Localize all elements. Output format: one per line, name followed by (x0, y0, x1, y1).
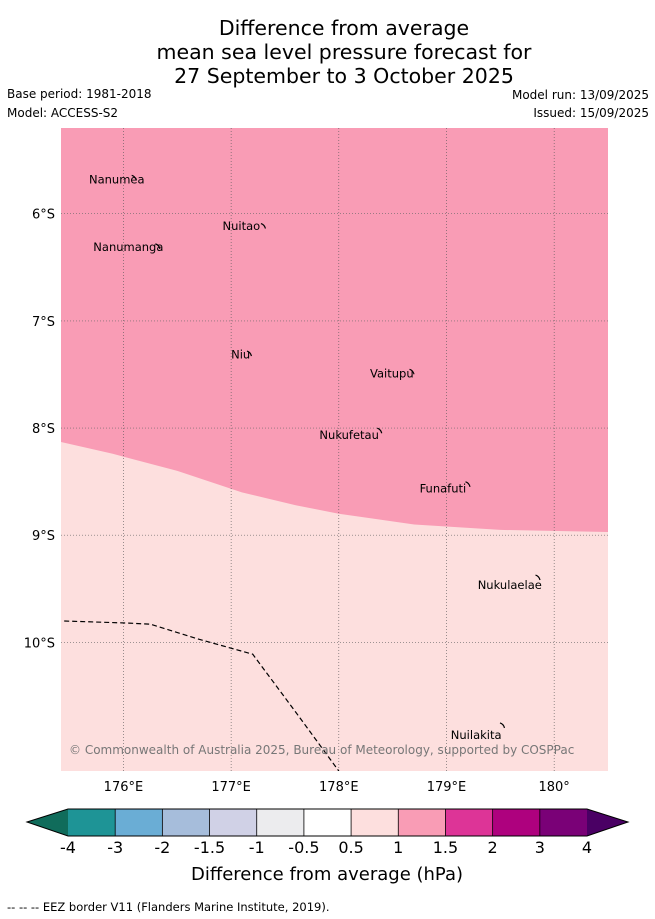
island-label: Nanumanga (93, 240, 163, 254)
island-label: Nukufetau (319, 428, 378, 442)
island-shape (465, 481, 471, 487)
colorbar-swatch (162, 809, 211, 836)
colorbar-swatch (209, 809, 258, 836)
colorbar-tick-label: -3 (107, 838, 123, 857)
latitude-tick-label: 9°S (32, 529, 55, 544)
island-label: Nuilakita (451, 728, 502, 742)
colorbar-tick-label: 3 (535, 838, 545, 857)
colorbar-swatch (351, 809, 399, 836)
island-shape (246, 350, 253, 357)
colorbar-tick-label: -2 (154, 838, 170, 857)
latitude-labels: 6°S 7°S 8°S 9°S 10°S (24, 208, 55, 652)
graticule (61, 128, 608, 771)
island: Nuilakita (451, 722, 506, 742)
model-run-label: Model run: 13/09/2025 (511, 88, 649, 102)
latitude-tick-label: 8°S (32, 422, 55, 437)
issued-label: Issued: 15/09/2025 (533, 106, 649, 120)
island-label: Niu (231, 347, 250, 361)
island-shape (535, 574, 541, 581)
island: Nukufetau (319, 427, 383, 442)
island-shape (377, 427, 383, 434)
island: Niu (231, 347, 253, 361)
colorbar-swatches (68, 809, 588, 836)
island-label: Nanumea (89, 173, 145, 187)
longitude-tick-label: 180° (538, 780, 569, 795)
colorbar-swatch (256, 809, 305, 836)
title-line-1: Difference from average (218, 16, 470, 40)
colorbar-tick-label: 2 (488, 838, 498, 857)
title-line-2: mean sea level pressure forecast for (156, 40, 532, 64)
title-line-3: 27 September to 3 October 2025 (174, 64, 514, 88)
island: Vaitupu (370, 367, 415, 381)
island-shape (131, 174, 137, 181)
colorbar-swatch (68, 809, 116, 836)
island-label: Nukulaelae (478, 578, 542, 592)
latitude-tick-label: 7°S (32, 315, 55, 330)
model-label: Model: ACCESS-S2 (7, 106, 119, 120)
base-period-label: Base period: 1981-2018 (7, 87, 152, 101)
colorbar-swatch (303, 809, 352, 836)
anomaly-region-high (61, 128, 608, 532)
eez-legend-note: -- -- -- EEZ border V11 (Flanders Marine… (7, 900, 330, 914)
map-area: Nanumea Nuitao Nanumanga Niu Vaitupu Nukufeta… (61, 128, 608, 771)
colorbar-ticks: -4 -3 -2 -1.5 -1 -0.5 0.5 1 1.5 2 3 4 (60, 809, 592, 857)
island: Nanumea (89, 173, 145, 187)
longitude-tick-label: 178°E (319, 780, 359, 795)
island: Nuitao (223, 219, 267, 233)
longitude-labels: 176°E 177°E 178°E 179°E 180° (104, 780, 570, 795)
latitude-tick-label: 6°S (32, 208, 55, 223)
colorbar-tick-label: 1.5 (433, 838, 458, 857)
colorbar-swatch (398, 809, 446, 836)
longitude-tick-label: 179°E (427, 780, 467, 795)
islands-layer: Nanumea Nuitao Nanumanga Niu Vaitupu Nukufeta… (89, 173, 542, 742)
colorbar-under-arrow (27, 809, 68, 836)
island-shape (499, 722, 506, 729)
island: Nanumanga (93, 240, 163, 254)
island-label: Funafuti (420, 481, 467, 495)
colorbar-tick-label: 0.5 (338, 838, 363, 857)
island-label: Nuitao (223, 219, 261, 233)
colorbar-tick-label: 1 (393, 838, 403, 857)
colorbar-over-arrow (587, 809, 628, 836)
colorbar-tick-label: -4 (60, 838, 76, 857)
island: Funafuti (420, 481, 471, 495)
colorbar-tick-label: -0.5 (288, 838, 319, 857)
island: Nukulaelae (478, 574, 542, 592)
colorbar-tick-label: -1 (249, 838, 265, 857)
colorbar-swatch (445, 809, 494, 836)
chart-title: Difference from average mean sea level p… (0, 16, 655, 88)
forecast-map: Nanumea Nuitao Nanumanga Niu Vaitupu Nukufeta… (24, 128, 630, 885)
island-shape (260, 222, 267, 229)
longitude-tick-label: 176°E (104, 780, 144, 795)
colorbar-tick-label: -1.5 (194, 838, 225, 857)
island-shape (409, 368, 415, 375)
eez-border (64, 620, 340, 771)
island-label: Vaitupu (370, 367, 414, 381)
colorbar-swatch (115, 809, 163, 836)
colorbar-swatch (492, 809, 541, 836)
longitude-tick-label: 177°E (211, 780, 251, 795)
copyright-notice: © Commonwealth of Australia 2025, Bureau… (69, 743, 574, 757)
colorbar-outline (25, 808, 630, 837)
latitude-tick-label: 10°S (24, 636, 55, 651)
island-shape (155, 243, 161, 250)
colorbar-tick-label: 4 (582, 838, 592, 857)
colorbar-label: Difference from average (hPa) (191, 864, 463, 885)
colorbar-swatch (539, 809, 588, 836)
colorbar: -4 -3 -2 -1.5 -1 -0.5 0.5 1 1.5 2 3 4 (25, 808, 630, 857)
